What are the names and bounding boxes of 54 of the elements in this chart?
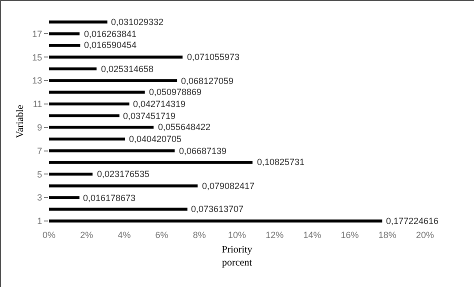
data-label: 0,016263841	[84, 29, 137, 39]
y-tick-label: 15	[32, 52, 42, 62]
bar	[49, 102, 130, 106]
x-tick-label: 12%	[266, 230, 284, 240]
bar	[49, 20, 108, 24]
y-axis-title: Variable	[15, 104, 26, 138]
x-axis-title: Priority porcent	[222, 244, 252, 268]
x-tick-label: 2%	[80, 230, 94, 240]
y-tick-label: 17	[32, 28, 42, 39]
data-label: 0,10825731	[257, 157, 305, 167]
x-tick-label: 14%	[303, 230, 322, 240]
bar	[49, 56, 183, 59]
x-tick-label: 6%	[155, 230, 168, 240]
data-label: 0,025314658	[101, 64, 154, 74]
data-label: 0,079082417	[202, 181, 255, 191]
data-label: 0,071055973	[187, 52, 240, 62]
x-tick-label: 8%	[192, 230, 206, 240]
bar	[49, 67, 97, 70]
bar	[49, 44, 80, 47]
data-label: 0,042714319	[133, 99, 186, 109]
data-label: 0,068127059	[181, 76, 234, 86]
data-label: 0,073613707	[191, 204, 244, 214]
x-tick-label: 4%	[118, 230, 131, 240]
y-tick-label: 3	[37, 192, 42, 203]
bar	[49, 79, 178, 82]
x-tick-label: 20%	[416, 230, 434, 240]
y-tick-label: 7	[37, 146, 42, 156]
data-label: 0,016178673	[83, 193, 136, 203]
x-tick-label: 0%	[42, 230, 56, 240]
y-tick-label: 11	[32, 99, 42, 110]
data-label: 0,031029332	[111, 17, 164, 27]
data-label: 0,177224616	[386, 216, 439, 226]
data-label: 0,050978869	[149, 87, 202, 97]
y-tick-label: 9	[37, 122, 42, 132]
data-label: 0,040420705	[129, 134, 182, 144]
y-tick-label: 5	[37, 169, 42, 180]
data-label: 0,037451719	[123, 111, 176, 121]
bar	[49, 161, 253, 164]
x-tick-label: 18%	[378, 230, 396, 240]
bar	[49, 114, 120, 118]
y-tick-label: 1	[37, 216, 42, 226]
data-label: 0,023176535	[97, 169, 150, 179]
bar	[49, 138, 125, 141]
bar	[49, 220, 382, 222]
y-tick-label: 13	[32, 76, 42, 86]
data-label: 0,06687139	[179, 146, 227, 156]
data-label: 0,016590454	[84, 40, 137, 50]
bar	[49, 172, 93, 176]
bar	[49, 126, 154, 129]
x-tick-label: 10%	[228, 230, 246, 240]
bar	[49, 184, 198, 188]
x-tick-label: 16%	[340, 230, 359, 240]
bar	[49, 196, 80, 200]
data-label: 0,055648422	[158, 122, 211, 132]
